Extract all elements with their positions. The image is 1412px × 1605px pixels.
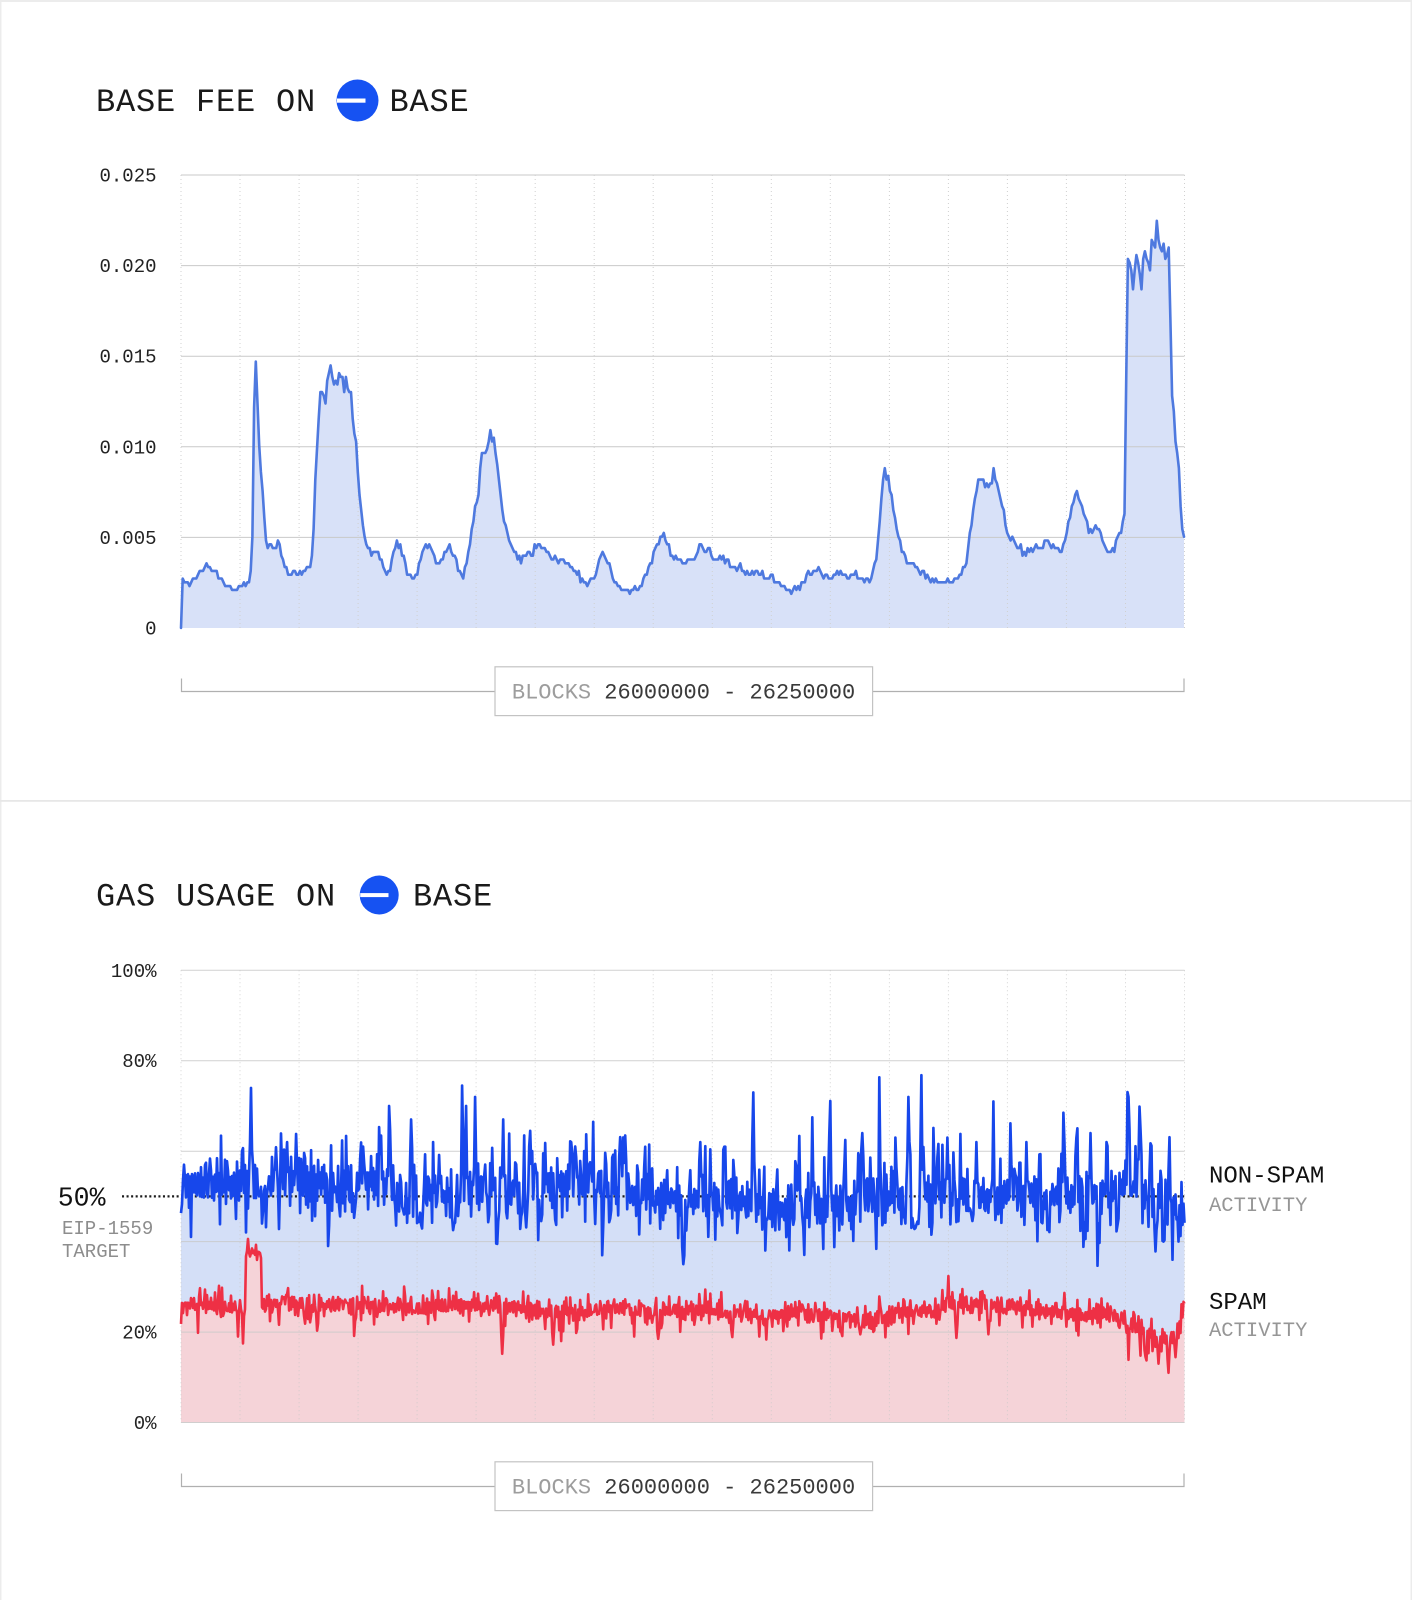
svg-text:80%: 80% bbox=[122, 1051, 157, 1073]
svg-text:0.015: 0.015 bbox=[99, 347, 156, 369]
svg-text:BASE: BASE bbox=[413, 879, 493, 916]
svg-text:BASE FEE ON: BASE FEE ON bbox=[96, 84, 316, 121]
svg-text:NON-SPAM: NON-SPAM bbox=[1209, 1164, 1324, 1191]
svg-text:0%: 0% bbox=[134, 1413, 157, 1435]
svg-text:20%: 20% bbox=[122, 1323, 157, 1345]
svg-text:0.010: 0.010 bbox=[99, 437, 156, 459]
svg-text:100%: 100% bbox=[111, 961, 157, 983]
svg-text:BLOCKS 26000000 - 26250000: BLOCKS 26000000 - 26250000 bbox=[512, 681, 855, 706]
svg-text:0.025: 0.025 bbox=[99, 166, 156, 188]
svg-text:EIP-1559: EIP-1559 bbox=[62, 1218, 153, 1240]
svg-text:BASE: BASE bbox=[390, 84, 470, 121]
svg-text:50%: 50% bbox=[58, 1184, 106, 1214]
svg-text:SPAM: SPAM bbox=[1209, 1290, 1267, 1317]
svg-text:GAS USAGE ON: GAS USAGE ON bbox=[96, 879, 336, 916]
svg-text:TARGET: TARGET bbox=[62, 1241, 130, 1263]
svg-text:ACTIVITY: ACTIVITY bbox=[1209, 1195, 1307, 1218]
svg-text:0: 0 bbox=[145, 619, 156, 641]
svg-text:0.005: 0.005 bbox=[99, 528, 156, 550]
svg-text:0.020: 0.020 bbox=[99, 256, 156, 278]
svg-text:BLOCKS 26000000 - 26250000: BLOCKS 26000000 - 26250000 bbox=[512, 1476, 855, 1501]
svg-text:ACTIVITY: ACTIVITY bbox=[1209, 1320, 1307, 1343]
